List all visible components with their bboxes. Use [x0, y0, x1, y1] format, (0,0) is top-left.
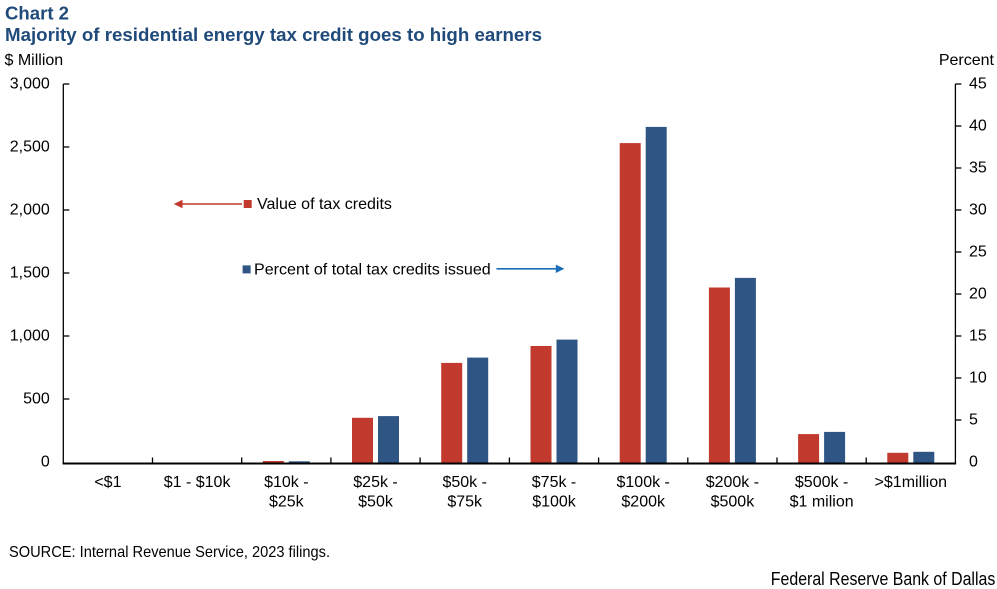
svg-text:$25k: $25k — [269, 494, 305, 511]
svg-text:0: 0 — [41, 454, 50, 471]
svg-text:Federal Reserve Bank of Dallas: Federal Reserve Bank of Dallas — [771, 569, 996, 589]
svg-text:Percent: Percent — [939, 52, 995, 69]
svg-text:Percent of total tax credits i: Percent of total tax credits issued — [254, 262, 491, 279]
svg-text:3,000: 3,000 — [10, 76, 50, 93]
svg-text:$25k -: $25k - — [353, 474, 397, 491]
svg-text:2,000: 2,000 — [10, 202, 50, 219]
svg-text:40: 40 — [969, 118, 987, 135]
svg-text:20: 20 — [969, 286, 987, 303]
svg-text:<$1: <$1 — [94, 474, 121, 491]
svg-text:$1 milion: $1 milion — [790, 494, 854, 511]
svg-text:30: 30 — [969, 202, 987, 219]
svg-text:45: 45 — [969, 76, 987, 93]
svg-text:$75k -: $75k - — [532, 474, 576, 491]
svg-text:>$1million: >$1million — [875, 474, 947, 491]
svg-text:$200k -: $200k - — [706, 474, 759, 491]
svg-text:Value of tax credits: Value of tax credits — [257, 196, 392, 213]
svg-text:0: 0 — [969, 454, 978, 471]
svg-text:5: 5 — [969, 412, 978, 429]
svg-text:$50k: $50k — [358, 494, 394, 511]
svg-text:10: 10 — [969, 370, 987, 387]
svg-text:$50k -: $50k - — [442, 474, 486, 491]
svg-text:1,500: 1,500 — [10, 265, 50, 282]
svg-text:$100k -: $100k - — [617, 474, 670, 491]
svg-text:35: 35 — [969, 160, 987, 177]
svg-text:$1 - $10k: $1 - $10k — [164, 474, 232, 491]
svg-text:$10k -: $10k - — [264, 474, 308, 491]
svg-text:1,000: 1,000 — [10, 328, 50, 345]
svg-text:Chart 2: Chart 2 — [5, 3, 69, 24]
svg-text:$500k: $500k — [711, 494, 756, 511]
svg-text:$100k: $100k — [532, 494, 577, 511]
svg-text:Majority of residential energy: Majority of residential energy tax credi… — [5, 24, 542, 45]
svg-text:2,500: 2,500 — [10, 139, 50, 156]
svg-text:500: 500 — [23, 391, 50, 408]
svg-text:$500k -: $500k - — [795, 474, 848, 491]
svg-text:$75k: $75k — [447, 494, 483, 511]
svg-text:25: 25 — [969, 244, 987, 261]
svg-text:$200k: $200k — [621, 494, 666, 511]
svg-text:SOURCE: Internal Revenue Servi: SOURCE: Internal Revenue Service, 2023 f… — [9, 544, 330, 561]
svg-text:15: 15 — [969, 328, 987, 345]
svg-text:$ Million: $ Million — [5, 52, 64, 69]
